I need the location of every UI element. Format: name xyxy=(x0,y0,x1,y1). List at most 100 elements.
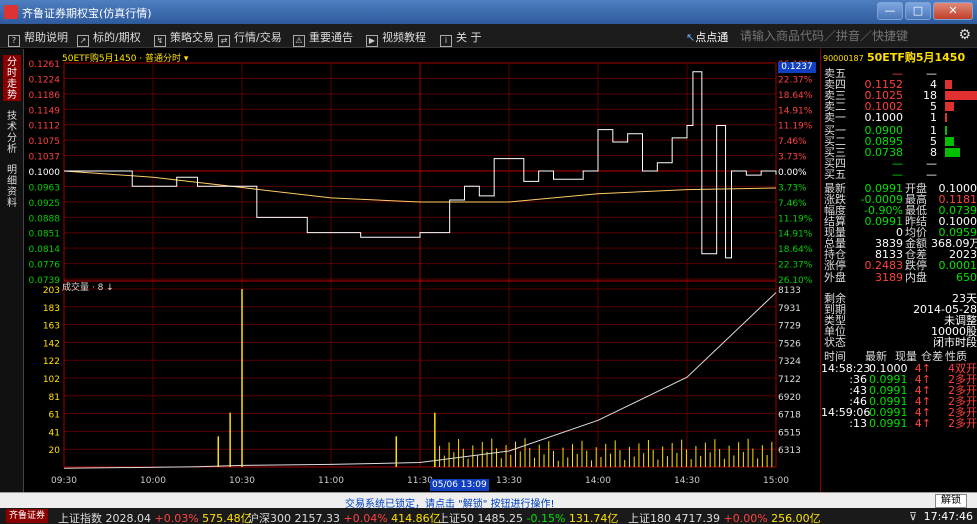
index-name: 上证50 xyxy=(438,512,474,524)
index-item[interactable]: 上证指数 2028.04 +0.03% 575.48亿 xyxy=(58,510,252,524)
bid-row: 买二 0.0895 5 xyxy=(821,136,977,147)
status-bar: 交易系统已锁定，请点击 "解锁" 按钮进行操作! 解锁 xyxy=(0,492,977,510)
tick-header-row: 时间 最新 现量 仓差 性质 xyxy=(821,351,977,362)
index-change: +0.03% xyxy=(150,512,199,524)
info-icon: i xyxy=(440,35,452,47)
ask-row: 卖一 0.1000 1 xyxy=(821,112,977,123)
window-controls: — □ ✕ xyxy=(877,2,973,20)
index-item[interactable]: 上证50 1485.25 -0.15% 131.74亿 xyxy=(438,510,618,524)
ask-price: — xyxy=(892,67,903,80)
cursor-time-tag: 05/06 13:09 xyxy=(430,479,489,491)
chart-svg: 0.1261 26.10% 0.1224 22.37% 0.1186 18.64% 0.11… xyxy=(24,49,820,492)
ask-price: 0.1025 xyxy=(864,89,904,102)
option-name: 50ETF购5月1450 xyxy=(867,51,966,64)
search-input[interactable] xyxy=(740,28,945,44)
stat-row: 幅度 -0.90% 最低 0.0739 xyxy=(821,205,977,216)
info-row: 剩余 23天 xyxy=(821,293,977,304)
pct-tick-label: 11.19% xyxy=(778,214,813,224)
index-item[interactable]: 上证180 4717.39 +0.00% 256.00亿 xyxy=(628,510,821,524)
price-tick-label: 0.1186 xyxy=(29,91,61,101)
strategy-trade-button[interactable]: ↯ 策略交易 xyxy=(154,29,214,47)
index-amount: 256.00亿 xyxy=(767,512,821,524)
info-label: 状态 xyxy=(824,336,846,349)
volume-header[interactable]: 成交量 · 8 ↓ xyxy=(62,283,114,293)
stat-row: 涨跌 -0.0009 最高 0.1181 xyxy=(821,194,977,205)
stat-label: 开盘 xyxy=(905,182,927,195)
index-change: +0.00% xyxy=(719,512,768,524)
strategy-trade-label: 策略交易 xyxy=(170,31,214,44)
gear-icon[interactable]: ⚙ xyxy=(958,27,971,43)
bid-volume: — xyxy=(926,157,937,170)
ask-volume: 4 xyxy=(930,78,937,91)
volume-tick-label: 203 xyxy=(43,286,60,296)
click-through-button[interactable]: ↖点点通 xyxy=(686,29,728,45)
stat-label: 最新 xyxy=(824,182,846,195)
index-change: -0.15% xyxy=(522,512,566,524)
cumvol-tick-label: 6313 xyxy=(778,446,801,456)
underlying-option-button[interactable]: ↗ 标的/期权 xyxy=(77,29,141,47)
filter-icon[interactable]: ⊽ xyxy=(908,510,917,523)
price-tick-label: 0.1037 xyxy=(29,153,61,163)
intraday-chart[interactable]: 0.1261 26.10% 0.1224 22.37% 0.1186 18.64% 0.11… xyxy=(24,49,820,492)
minimize-button[interactable]: — xyxy=(877,2,903,20)
stat-row: 结算 0.0991 昨结 0.1000 xyxy=(821,216,977,227)
stat-value: 0.0739 xyxy=(938,204,977,217)
info-label: 单位 xyxy=(824,325,846,338)
bid-row: 买五 — — xyxy=(821,169,977,180)
volume-tick-label: 183 xyxy=(43,304,60,314)
stat-value: 0.1181 xyxy=(938,193,977,206)
depth-bar xyxy=(945,126,947,135)
chart-header[interactable]: 50ETF购5月1450 · 普通分时 ▾ xyxy=(62,54,189,64)
tab-technical[interactable]: 技术分析 xyxy=(7,111,17,155)
info-label: 剩余 xyxy=(824,292,846,305)
stat-value: 2023 xyxy=(949,248,977,261)
strategy-icon: ↯ xyxy=(154,35,166,47)
price-tick-label: 0.0925 xyxy=(29,199,61,209)
volume-tick-label: 163 xyxy=(43,322,60,332)
bid-label: 买五 xyxy=(824,168,846,181)
announcement-button[interactable]: ⚠ 重要通告 xyxy=(293,29,353,47)
tick-row: 14:58:23 0.1000 4↑ 4双开 xyxy=(821,363,977,374)
help-button[interactable]: ? 帮助说明 xyxy=(8,29,68,47)
ask-label: 卖一 xyxy=(824,111,846,124)
bid-volume: 5 xyxy=(930,135,937,148)
stat-value: 368.09万 xyxy=(931,237,977,250)
depth-bar xyxy=(945,137,955,146)
volume-tick-label: 102 xyxy=(43,375,60,385)
index-price: 4717.39 xyxy=(671,512,720,524)
video-tutorial-button[interactable]: ▶ 视频教程 xyxy=(366,29,426,47)
tick-row: :43 0.0991 4↑ 2多开 xyxy=(821,385,977,396)
quote-trade-button[interactable]: ⇄ 行情/交易 xyxy=(218,29,282,47)
tick-time: 14:59:06 xyxy=(821,406,871,419)
help-label: 帮助说明 xyxy=(24,31,68,44)
cumulative-volume-line xyxy=(63,292,777,469)
stat-value: 8133 xyxy=(875,248,903,261)
cumvol-tick-label: 7729 xyxy=(778,322,801,332)
outer-value: 3189 xyxy=(875,271,903,284)
stat-label: 涨跌 xyxy=(824,193,846,206)
maximize-button[interactable]: □ xyxy=(905,2,931,20)
stat-label: 金额 xyxy=(905,237,927,250)
cursor-icon: ↖ xyxy=(686,31,696,44)
close-button[interactable]: ✕ xyxy=(933,2,973,20)
index-amount: 575.48亿 xyxy=(198,512,252,524)
time-tick-label: 09:30 xyxy=(51,476,77,486)
stat-label: 现量 xyxy=(824,226,846,239)
price-tick-label: 0.1149 xyxy=(29,106,61,116)
stat-value: 0.2483 xyxy=(864,259,904,272)
brand-logo: 齐鲁证券 xyxy=(6,509,48,523)
bid-price: 0.0738 xyxy=(864,146,904,159)
click-through-label: 点点通 xyxy=(695,31,729,44)
index-ticker: 齐鲁证券 上证指数 2028.04 +0.03% 575.48亿 沪深300 21… xyxy=(0,508,977,524)
cumvol-tick-label: 6718 xyxy=(778,411,801,421)
pct-tick-label: 22.37% xyxy=(778,75,813,85)
info-value: 10000股 xyxy=(931,325,977,338)
tab-details[interactable]: 明细资料 xyxy=(7,165,17,209)
stat-label: 幅度 xyxy=(824,204,846,217)
volume-tick-label: 41 xyxy=(49,428,60,438)
volume-tick-label: 81 xyxy=(49,393,60,403)
unlock-button[interactable]: 解锁 xyxy=(935,494,967,508)
tab-intraday[interactable]: 分时走势 xyxy=(3,55,21,101)
index-item[interactable]: 沪深300 2157.33 +0.04% 414.86亿 xyxy=(248,510,441,524)
